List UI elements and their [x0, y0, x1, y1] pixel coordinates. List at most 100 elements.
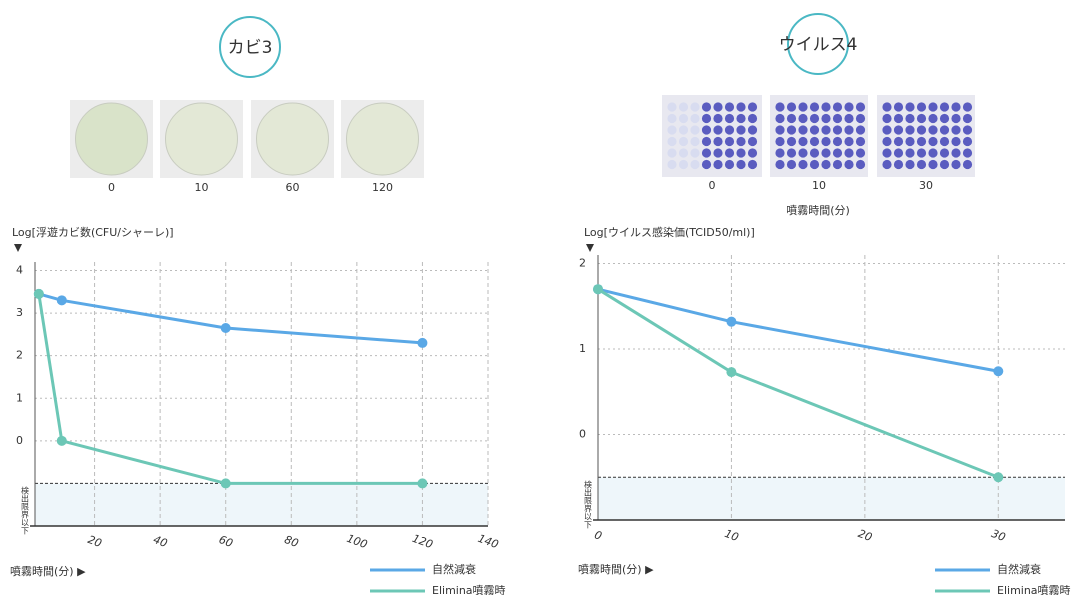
well — [747, 125, 758, 135]
well — [690, 159, 700, 170]
well — [951, 102, 961, 112]
well — [939, 148, 950, 158]
well — [939, 113, 950, 124]
well — [832, 102, 843, 112]
well — [713, 159, 723, 170]
well — [928, 148, 938, 158]
well — [713, 113, 723, 124]
well — [747, 159, 758, 170]
well — [678, 136, 689, 147]
well — [905, 102, 915, 112]
x-tick-label: 10 — [723, 527, 741, 544]
well — [724, 113, 735, 124]
well — [882, 113, 892, 124]
well — [690, 113, 700, 124]
x-tick-label: 0 — [593, 528, 604, 543]
series-line — [597, 287, 999, 479]
well — [724, 148, 735, 158]
well — [855, 125, 866, 135]
well — [962, 148, 973, 158]
well — [786, 136, 797, 147]
well — [916, 148, 927, 158]
well — [724, 136, 735, 147]
well — [775, 159, 785, 170]
y-tick-label: 3 — [16, 306, 23, 319]
well — [882, 125, 892, 135]
well — [844, 125, 854, 135]
dish — [256, 102, 329, 176]
well — [713, 125, 723, 135]
well — [928, 136, 938, 147]
y-arrow — [14, 244, 22, 252]
well — [678, 159, 689, 170]
well — [736, 136, 746, 147]
image-caption: 噴霧時間(分) — [786, 204, 850, 217]
well — [786, 113, 797, 124]
well — [809, 148, 820, 158]
well — [690, 102, 700, 112]
well — [690, 148, 700, 158]
well — [893, 102, 904, 112]
well — [678, 113, 689, 124]
well — [724, 125, 735, 135]
image-label: 0 — [108, 181, 115, 194]
well — [939, 125, 950, 135]
image-label: 30 — [919, 179, 933, 192]
chart-title: カビ3 — [228, 38, 273, 58]
well — [928, 102, 938, 112]
y-tick-label: 2 — [16, 349, 23, 362]
well — [775, 102, 785, 112]
well — [713, 136, 723, 147]
plate-photo — [662, 95, 762, 177]
well — [844, 148, 854, 158]
well — [928, 125, 938, 135]
well — [821, 148, 831, 158]
well — [951, 136, 961, 147]
well — [724, 102, 735, 112]
x-tick-label: 30 — [990, 527, 1008, 544]
well — [905, 113, 915, 124]
y-tick-label: 0 — [579, 428, 586, 441]
image-label: 60 — [286, 181, 300, 194]
detection-label: 検出限界以下 — [21, 485, 30, 535]
data-point — [993, 366, 1004, 377]
well — [747, 102, 758, 112]
well — [821, 136, 831, 147]
well — [905, 159, 915, 170]
well — [724, 159, 735, 170]
well — [832, 125, 843, 135]
well — [962, 136, 973, 147]
well — [786, 102, 797, 112]
well — [701, 113, 712, 124]
x-axis-label: 噴霧時間(分) ▶ — [578, 563, 654, 576]
x-tick-label: 60 — [217, 533, 235, 550]
well — [821, 125, 831, 135]
y-arrow — [586, 244, 594, 252]
dish — [75, 102, 148, 176]
well — [844, 102, 854, 112]
well — [855, 113, 866, 124]
well — [928, 159, 938, 170]
well — [832, 113, 843, 124]
well — [855, 159, 866, 170]
well — [928, 113, 938, 124]
image-label: 10 — [195, 181, 209, 194]
x-tick-label: 40 — [152, 533, 170, 550]
well — [736, 159, 746, 170]
well — [951, 159, 961, 170]
well — [690, 136, 700, 147]
well — [939, 102, 950, 112]
data-point — [56, 435, 67, 446]
well — [844, 159, 854, 170]
legend-label: Elimina噴霧時 — [432, 584, 506, 595]
y-tick-label: 4 — [16, 264, 23, 277]
y-tick-label: 1 — [579, 342, 586, 355]
well — [678, 148, 689, 158]
detection-label: 検出限界以下 — [584, 479, 593, 529]
well — [844, 136, 854, 147]
y-axis-label: Log[ウイルス感染価(TCID50/ml)] — [584, 225, 755, 239]
well — [809, 102, 820, 112]
x-tick-label: 120 — [411, 532, 435, 551]
well — [893, 125, 904, 135]
well — [962, 125, 973, 135]
